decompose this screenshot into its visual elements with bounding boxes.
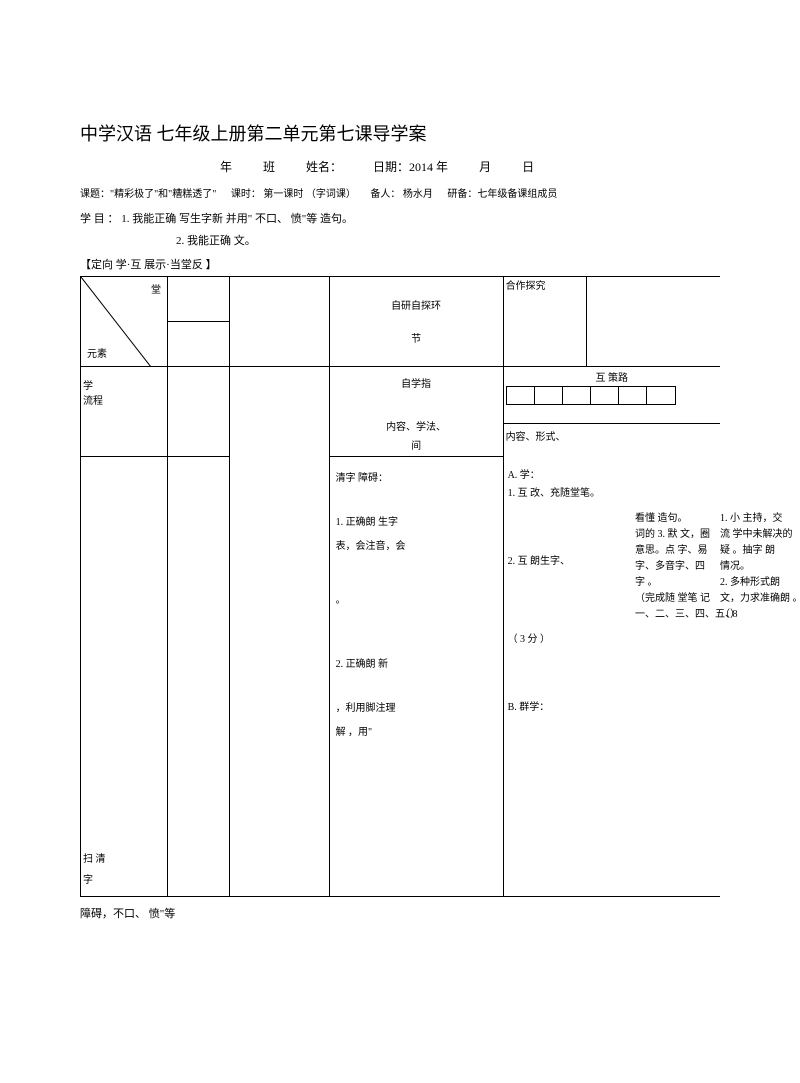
cell-content-form: 内容、形式、 [503,424,720,457]
strategy-label: 互 策路 [506,369,718,384]
flow-label-1: 学 [83,377,165,392]
cell-r3c2 [168,367,230,457]
diag-bottom-label: 元素 [87,345,107,360]
barrier-title: 清字 障碍： [336,467,497,491]
cell-strategy: 互 策路 [503,367,720,424]
cell-r3c4: 自学指 内容、学法、 间 [329,367,503,457]
cell-r1c2 [168,277,230,322]
self-guide: 自学指 [332,375,501,390]
cell-r4c4: 清字 障碍： 1. 正确朗 生字 表，会注音，会 。 2. 正确朗 新 ，利用脚… [329,457,503,897]
cell-sweep: 扫 清 字 [81,457,168,897]
label-day: 日 [522,160,534,174]
header-line-3: 课题："精彩极了"和"糟糕透了" 课时： 第一课时 （字词课） 备人： 杨水月 … [80,185,750,200]
barrier-1b: 表，会注音，会 [336,535,497,559]
doc-title: 中学汉语 七年级上册第二单元第七课导学案 [80,120,750,146]
barrier-2c: 解 ，用" [336,721,497,745]
barrier-1: 1. 正确朗 生字 [336,511,497,535]
cell-r1c4: 自研自探环 节 [329,277,503,367]
text-self-study-2: 节 [332,330,501,345]
barrier-dot: 。 [336,589,497,613]
goal-1: 1. 我能正确 写生字新 并用" 不口、 愤"等 造句。 [121,213,353,225]
flow-label-2: 流程 [83,392,165,407]
label-month: 月 [479,160,491,174]
text-self-study: 自研自探环 [332,297,501,312]
label-name: 姓名： [306,160,342,174]
header-line-2: 年 班 姓名： 日期：2014 年 月 日 [220,158,750,175]
content-method: 内容、学法、 [332,418,501,433]
diagonal-cell: 堂 元素 [81,277,168,367]
label-class: 班 [263,160,275,174]
content-form: 内容、形式、 [506,428,718,443]
b-group: B. 群学： [508,699,716,717]
goal-line-2: 2. 我能正确 文。 [176,232,750,248]
meta-topic: 课题："精彩极了"和"糟糕透了" [80,189,216,200]
content-method-2: 间 [332,437,501,452]
label-year: 年 [220,160,232,174]
meta-author: 备人： 杨水月 [370,189,433,200]
cell-r4c2 [168,457,230,897]
goal-label: 学 目 ： [80,213,119,225]
cell-r1c5: 合作探究 [503,277,586,367]
main-table-wrap: 看懂 造句。 词的 3. 默 文，圈 意思。点 字、易 字、多音字、四 字 。 … [80,276,750,921]
barrier-2b: ，利用脚注理 [336,697,497,721]
cell-r1c3 [230,277,329,367]
bottom-line: 障碍，不口、 愤"等 [80,905,750,921]
a-study: A. 学： [508,467,716,485]
sweep-2: 字 [83,871,165,886]
meta-period: 课时： 第一课时 （字词课） [231,189,356,200]
a-study-time: （ 3 分 ） [508,631,716,649]
meta-research: 研备：七年级备课组成员 [447,189,557,200]
sweep-1: 扫 清 [83,850,165,865]
cell-r2c2 [168,322,230,367]
cell-r3c3 [230,367,329,897]
floating-right-block: 1. 小 主持，交 流 学中未解决的 疑 。抽字 朗 情况。 2. 多种形式朗 … [720,511,800,623]
label-date: 日期：2014 年 [373,160,448,174]
barrier-2: 2. 正确朗 新 [336,653,497,677]
a-study-1: 1. 互 改、充随堂笔。 [508,485,716,503]
cell-r1c6 [586,277,720,367]
diag-top-label: 堂 [151,281,161,296]
main-table: 堂 元素 自研自探环 节 合作探究 学 流程 自学指 内容、学法、 [80,276,720,897]
inner-grid [506,386,676,405]
goal-line-1: 学 目 ： 1. 我能正确 写生字新 并用" 不口、 愤"等 造句。 [80,210,750,226]
cell-flow: 学 流程 [81,367,168,457]
bracket-line: 【定向 学·互 展示·当堂反 】 [80,256,750,272]
